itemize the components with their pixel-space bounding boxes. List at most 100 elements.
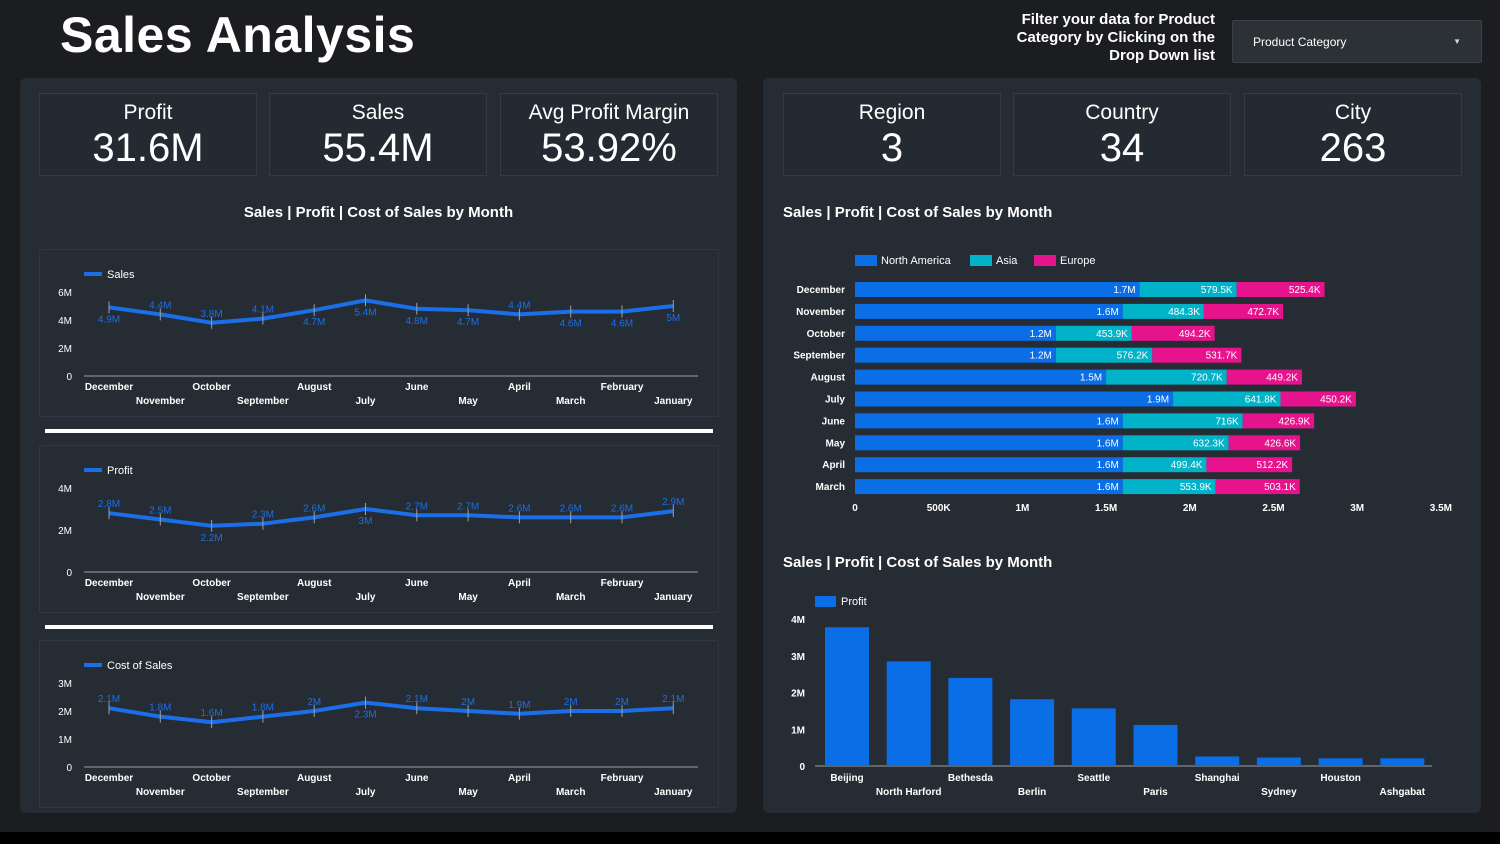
- x-tick-label: Berlin: [1018, 787, 1046, 798]
- legend-swatch: [855, 255, 877, 266]
- bar-segment: [855, 347, 1056, 363]
- x-tick-label: August: [297, 773, 332, 784]
- x-tick-label: 500K: [927, 503, 952, 514]
- x-tick-label: March: [556, 396, 585, 407]
- bar-segment: [1203, 303, 1284, 319]
- profit-line-chart: Profit 0 2M 4M 2.8M December 2.5M November 2.2M O…: [58, 465, 698, 603]
- y-tick-label: 4M: [791, 615, 805, 626]
- data-line: [108, 700, 674, 725]
- bar-segment: [855, 457, 1123, 473]
- x-tick-label: 2M: [1183, 503, 1197, 514]
- data-label: 531.7K: [1206, 351, 1238, 362]
- divider: [45, 429, 713, 433]
- x-tick-label: February: [601, 773, 644, 784]
- data-label: 2.9M: [662, 497, 684, 508]
- data-line: [108, 507, 674, 528]
- x-tick-label: May: [458, 592, 478, 603]
- bar-segment: [1206, 457, 1293, 473]
- kpi-profit: Profit 31.6M: [39, 93, 257, 176]
- y-tick-label: October: [807, 329, 845, 340]
- legend-swatch: [815, 596, 836, 607]
- dropdown-label: Product Category: [1253, 34, 1347, 49]
- data-label: 426.6K: [1264, 438, 1296, 449]
- bar-segment: [1152, 347, 1242, 363]
- data-label: 1.7M: [1113, 285, 1135, 296]
- data-label: 499.4K: [1171, 460, 1203, 471]
- data-label: 1.2M: [1030, 351, 1052, 362]
- kpi-region: Region 3: [783, 93, 1001, 176]
- data-label: 641.8K: [1245, 395, 1277, 406]
- data-label: 4.9M: [98, 314, 120, 325]
- data-label: 4.7M: [303, 317, 325, 328]
- x-tick-label: October: [192, 773, 230, 784]
- y-tick-label: July: [825, 395, 845, 406]
- bar: [1071, 708, 1116, 766]
- y-tick-label: 0: [66, 568, 72, 579]
- bar-segment: [1280, 391, 1356, 407]
- data-label: 5M: [666, 313, 680, 324]
- kpi-sales: Sales 55.4M: [269, 93, 487, 176]
- y-tick-label: 0: [66, 372, 72, 383]
- bar-segment: [1122, 413, 1243, 429]
- bar: [948, 677, 993, 766]
- stacked-bar-chart: North America Asia Europe December 1.7M 579.5…: [793, 255, 1452, 514]
- bar-segment: [1122, 303, 1204, 319]
- y-tick-label: 1M: [791, 725, 805, 736]
- data-label: 576.2K: [1117, 351, 1149, 362]
- x-tick-label: July: [355, 396, 375, 407]
- product-category-dropdown[interactable]: Product Category ▼: [1232, 20, 1482, 63]
- kpi-label: Sales: [351, 101, 405, 124]
- x-tick-label: December: [85, 382, 133, 393]
- legend-swatch: [1034, 255, 1056, 266]
- data-label: 1.5M: [1080, 373, 1102, 384]
- x-tick-label: Ashgabat: [1380, 787, 1426, 798]
- x-tick-label: 3.5M: [1430, 503, 1452, 514]
- kpi-city: City 263: [1244, 93, 1462, 176]
- data-label: 4.7M: [457, 317, 479, 328]
- data-label: 2.3M: [354, 710, 376, 721]
- x-tick-label: Sydney: [1261, 787, 1297, 798]
- legend-label: Asia: [996, 255, 1018, 267]
- cost-of-sales-line-chart: Cost of Sales 0 1M 2M 3M 2.1M December 1.8M Nove…: [58, 660, 698, 798]
- data-label: 2.7M: [457, 501, 479, 512]
- data-label: 1.6M: [200, 708, 222, 719]
- legend-label: North America: [881, 255, 952, 267]
- kpi-label: Country: [1085, 101, 1159, 124]
- dashboard-title: Sales Analysis: [60, 7, 416, 63]
- kpi-value: 3: [880, 126, 904, 170]
- y-tick-label: 2M: [791, 689, 805, 700]
- data-label: 2.8M: [98, 499, 120, 510]
- data-label: 4.6M: [611, 319, 633, 330]
- legend-swatch: [970, 255, 992, 266]
- city-profit-bar-chart: Profit 0 1M 2M 3M 4M Beijing North Harford Bethe…: [791, 596, 1432, 798]
- cost-of-sales-line-chart-box: Cost of Sales 0 1M 2M 3M 2.1M December 1.8M Nove…: [39, 640, 719, 808]
- profit-line-chart-box: Profit 0 2M 4M 2.8M December 2.5M November 2.2M O…: [39, 445, 719, 613]
- bar: [886, 661, 931, 766]
- filter-instructions: Filter your data for Product Category by…: [1016, 11, 1215, 64]
- data-label: 1.8M: [149, 703, 171, 714]
- x-tick-label: Seattle: [1077, 773, 1110, 784]
- data-label: 4.1M: [252, 305, 274, 316]
- bar-segment: [855, 413, 1123, 429]
- data-label: 503.1K: [1264, 482, 1296, 493]
- x-tick-label: 2.5M: [1262, 503, 1284, 514]
- data-label: 2M: [461, 697, 475, 708]
- sales-line-chart: Sales 0 2M 4M 6M 4.9M December 4.4M November 3.8M…: [58, 269, 698, 407]
- y-tick-label: March: [816, 482, 845, 493]
- data-label: 5.4M: [354, 307, 376, 318]
- data-line: [108, 298, 674, 325]
- legend-label: Europe: [1060, 255, 1095, 267]
- bar: [1133, 724, 1178, 766]
- x-tick-label: June: [405, 382, 429, 393]
- x-tick-label: July: [355, 592, 375, 603]
- x-tick-label: October: [192, 382, 230, 393]
- x-tick-label: October: [192, 578, 230, 589]
- data-label: 632.3K: [1193, 438, 1225, 449]
- x-tick-label: July: [355, 787, 375, 798]
- x-tick-label: December: [85, 773, 133, 784]
- y-tick-label: 2M: [58, 707, 72, 718]
- data-label: 1.6M: [1097, 307, 1119, 318]
- y-tick-label: 4M: [58, 484, 72, 495]
- bar-segment: [1055, 325, 1132, 341]
- x-tick-label: June: [405, 773, 429, 784]
